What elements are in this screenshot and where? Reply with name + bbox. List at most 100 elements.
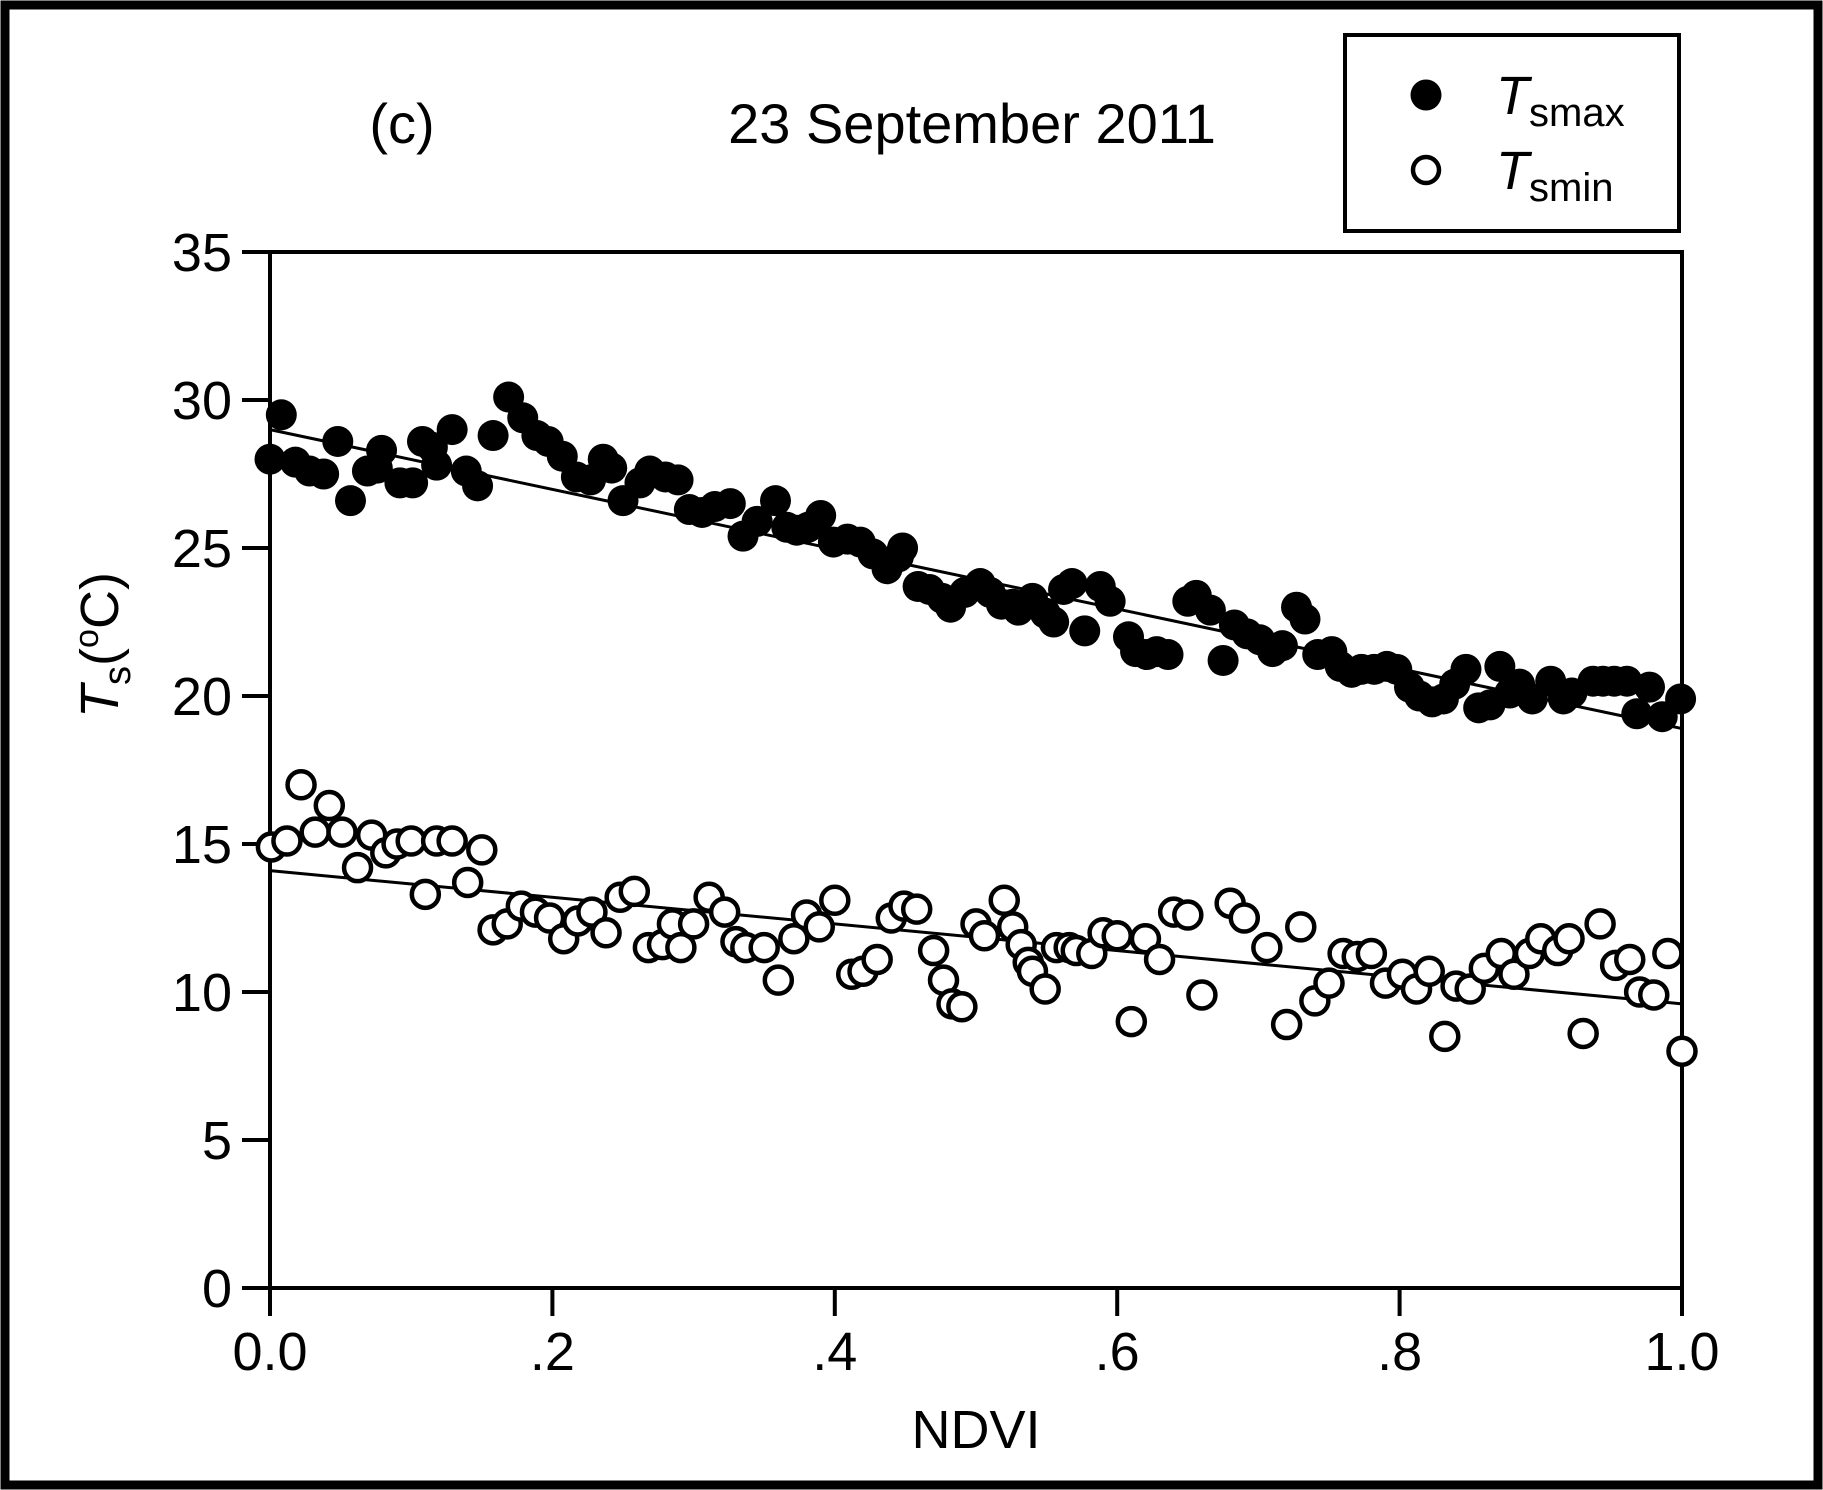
data-point-tsmax [1665,683,1697,715]
data-point-tsmin [326,816,358,848]
data-point-tsmax [662,464,694,496]
data-point-tsmax [741,505,773,537]
y-tick-label: 0 [202,1259,232,1319]
data-point-tsmax [1194,594,1226,626]
x-tick-label: .2 [530,1322,575,1382]
data-point-tsmin [1172,899,1204,931]
data-point-tsmax [1069,615,1101,647]
axis-ticks [242,250,1684,1316]
data-point-tsmax [254,443,286,475]
data-point-tsmin [1270,1008,1303,1041]
data-point-tsmin [409,878,442,911]
data-point-tsmin [271,825,303,857]
data-point-tsmax [1634,671,1666,703]
data-point-tsmin [900,893,933,925]
y-tick-label: 35 [172,223,232,283]
x-tick-label: 0.0 [232,1322,307,1382]
data-point-tsmax [759,485,791,517]
data-point-tsmax [887,532,919,564]
data-point-tsmax [477,420,509,452]
data-point-tsmin [1413,955,1446,988]
data-point-tsmin [1498,958,1530,990]
data-point-tsmin [590,917,622,949]
data-point-tsmin [1614,943,1646,976]
data-point-tsmin [778,922,810,955]
data-point-tsmin [1652,937,1684,970]
data-point-tsmin [861,943,893,976]
data-point-tsmin [1228,902,1261,934]
data-point-tsmin [1454,973,1486,1005]
data-point-tsmin [946,991,978,1023]
data-point-tsmin [341,851,374,884]
data-point-tsmin [466,834,498,866]
data-point-tsmax [462,470,494,502]
data-point-tsmin [803,911,836,943]
x-tick-label: .4 [812,1322,857,1382]
data-point-tsmax [1484,650,1516,682]
y-axis-label: Ts(oC) [68,572,139,718]
data-point-tsmin [677,908,710,940]
data-point-tsmax [1266,630,1298,662]
y-tick-label: 5 [202,1111,232,1171]
y-tick-label: 15 [172,815,232,875]
data-point-tsmin [1129,922,1162,955]
data-point-tsmin [1186,979,1218,1011]
plot-frame [268,250,1684,1290]
data-point-tsmax [1621,698,1653,730]
y-tick-label: 25 [172,519,232,579]
data-point-tsmin [968,920,1001,952]
axis-tick-labels: 0.0 .2 .4 .6 .8 1.0 0 5 10 15 20 25 30 35 [172,223,1720,1382]
data-point-tsmin [1285,911,1317,943]
data-point-tsmax [714,488,746,520]
data-point-tsmin [988,884,1020,916]
data-point-tsmin [1666,1035,1698,1067]
legend-label-tsmax: Tsmax [1496,66,1625,135]
data-point-tsmax [1056,568,1088,600]
chart-title: 23 September 2011 [728,92,1216,155]
data-point-tsmin [299,816,331,848]
data-point-tsmax [1038,606,1070,638]
data-point-tsmin [1584,908,1616,940]
data-point-tsmin [708,896,741,928]
data-point-tsmin [576,896,608,928]
data-point-tsmin [1101,920,1133,952]
y-tick-label: 20 [172,667,232,727]
legend-label-tsmin: Tsmin [1496,141,1613,210]
y-tick-label: 10 [172,963,232,1023]
data-point-tsmin [313,789,346,822]
x-tick-label: .8 [1377,1322,1422,1382]
data-point-tsmax [436,414,468,446]
x-tick-label: .6 [1095,1322,1140,1382]
data-point-tsmin [1567,1017,1599,1050]
data-point-tsmin [1029,973,1061,1005]
y-tick-label: 30 [172,371,232,431]
data-point-tsmax [366,434,398,466]
data-point-tsmax [322,425,354,457]
data-point-tsmax [1450,653,1482,685]
data-point-tsmin [748,931,780,964]
data-point-tsmin [1115,1005,1148,1038]
data-point-tsmax [1289,603,1321,635]
data-point-tsmin [436,825,468,857]
data-point-tsmax [265,399,297,431]
data-point-tsmin [618,875,651,908]
data-point-tsmin [285,769,317,801]
data-points [254,381,1698,1067]
data-point-tsmax [308,458,340,490]
data-point-tsmin [451,866,484,899]
data-point-tsmin [665,931,697,964]
legend: Tsmax Tsmin [1343,33,1681,233]
legend-marker-tsmin-open-circle-icon [1410,154,1442,186]
data-point-tsmax [421,449,453,481]
data-point-tsmin [917,934,950,967]
data-point-tsmin [1313,967,1345,999]
data-point-tsmin [1355,937,1388,970]
data-point-tsmax [1207,644,1239,676]
data-point-tsmin [1553,922,1585,955]
x-tick-label: 1.0 [1644,1322,1719,1382]
panel-label: (c) [369,92,434,155]
data-point-tsmin [1143,943,1176,976]
data-point-tsmin [1251,931,1283,964]
data-point-tsmax [1152,639,1184,671]
